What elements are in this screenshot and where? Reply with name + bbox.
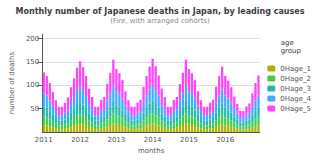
svg-text:50: 50: [30, 105, 39, 113]
svg-text:100: 100: [26, 81, 39, 89]
svg-text:2014: 2014: [144, 136, 162, 144]
svg-text:0Hage_2: 0Hage_2: [280, 75, 311, 83]
svg-text:0Hage_1: 0Hage_1: [280, 65, 311, 73]
svg-text:150: 150: [26, 58, 39, 66]
svg-text:Monthly number of Japanese dea: Monthly number of Japanese deaths in Jap…: [16, 7, 305, 16]
svg-text:0Hage_5: 0Hage_5: [280, 105, 311, 113]
svg-text:2016: 2016: [216, 136, 234, 144]
svg-text:(Fire, with arranged cohorts): (Fire, with arranged cohorts): [110, 17, 210, 25]
svg-text:0Hage_4: 0Hage_4: [280, 95, 311, 103]
svg-text:group: group: [281, 47, 302, 55]
svg-text:200: 200: [26, 35, 39, 43]
svg-text:2012: 2012: [71, 136, 89, 144]
svg-text:2011: 2011: [35, 136, 53, 144]
svg-text:months: months: [138, 147, 165, 155]
svg-text:age: age: [281, 39, 294, 47]
svg-text:0Hage_3: 0Hage_3: [280, 85, 311, 93]
svg-text:2013: 2013: [107, 136, 125, 144]
svg-text:2015: 2015: [180, 136, 198, 144]
svg-text:number of deaths: number of deaths: [8, 51, 16, 114]
